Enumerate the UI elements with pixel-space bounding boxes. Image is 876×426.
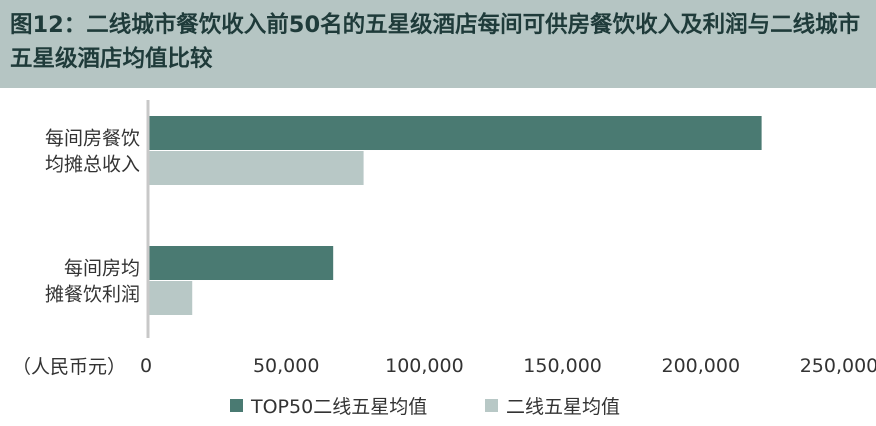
category-label-1-1: 摊餐饮利润 [45,284,140,306]
legend-item-average: 二线五星均值 [485,392,620,419]
x-tick-label-0: 0 [140,355,152,377]
legend-item-top50: TOP50二线五星均值 [230,392,427,419]
category-label-1-0: 每间房均 [64,258,140,280]
x-axis-unit-label: （人民币元） [12,356,127,378]
bar-top50-1 [148,246,334,280]
bar-average-0 [148,151,364,185]
legend-label-average: 二线五星均值 [506,396,621,418]
x-tick-label-3: 150,000 [523,355,602,377]
legend-swatch-top50 [230,399,243,412]
category-label-0-1: 均摊总收入 [45,154,140,176]
x-tick-label-5: 250,000 [800,355,876,377]
x-tick-label-4: 200,000 [662,355,741,377]
x-tick-label-2: 100,000 [385,355,464,377]
category-label-0-0: 每间房餐饮 [45,128,140,150]
bar-average-1 [148,281,193,315]
chart-title: 图12：二线城市餐饮收入前50名的五星级酒店每间可供房餐饮收入及利润与二线城市五… [10,12,861,72]
x-tick-label-1: 50,000 [253,355,319,377]
bar-top50-0 [148,116,762,150]
legend-label-top50: TOP50二线五星均值 [251,396,428,418]
title-band [0,0,876,88]
legend-swatch-average [485,399,498,412]
legend: TOP50二线五星均值 二线五星均值 [0,392,876,422]
